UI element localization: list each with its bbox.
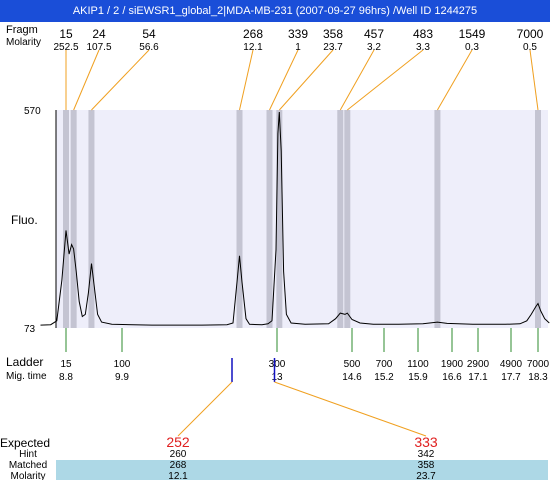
matched-value: 268	[170, 460, 187, 471]
molarity-bottom-row-label: Molarity	[10, 471, 45, 480]
plot-area: 570 73	[24, 106, 548, 335]
y-tick-label-min: 73	[24, 324, 36, 335]
peak-molarity-label: 56.6	[139, 42, 159, 53]
hint-value: 260	[170, 449, 187, 460]
ladder-mig-time-label: 15.9	[408, 372, 428, 383]
fluo-axis-label: Fluo.	[11, 213, 38, 227]
peak-leader-line	[436, 49, 473, 111]
peak-band	[337, 110, 344, 328]
peak-size-label: 483	[413, 27, 433, 41]
ladder-size-label: 1100	[407, 359, 429, 370]
matched-value: 358	[418, 460, 435, 471]
ladder-size-label: 1900	[441, 359, 464, 370]
peak-size-label: 457	[364, 27, 384, 41]
ladder-mig-time-label: 15.2	[374, 372, 394, 383]
peak-size-label: 24	[92, 27, 106, 41]
ladder-size-label: 15	[60, 359, 72, 370]
expected-leader-line	[177, 381, 233, 437]
chart-marks: 15252.524107.55456.626812.1339135823.745…	[9, 27, 550, 480]
peak-band	[63, 110, 69, 328]
ladder-size-label: 500	[344, 359, 361, 370]
peak-leader-line	[529, 49, 539, 111]
peak-size-label: 339	[288, 27, 308, 41]
peak-leader-line	[347, 49, 424, 111]
ladder-size-label: 100	[114, 359, 131, 370]
matched-molarity-value: 12.1	[168, 471, 188, 480]
ladder-mig-time-label: 13	[271, 372, 283, 383]
peak-band	[88, 110, 95, 328]
peak-size-label: 1549	[459, 27, 486, 41]
expected-size-label: 333	[414, 434, 438, 450]
ladder-size-label: 300	[269, 359, 286, 370]
ladder-mig-time-label: 9.9	[115, 372, 129, 383]
peak-band	[276, 110, 283, 328]
peak-size-label: 268	[243, 27, 263, 41]
y-tick-label-max: 570	[24, 106, 41, 117]
peak-band	[434, 110, 441, 328]
peak-molarity-label: 3.2	[367, 42, 381, 53]
expected-size-label: 252	[166, 434, 190, 450]
peak-leader-line	[91, 49, 150, 111]
ladder-size-label: 7000	[527, 359, 550, 370]
fragment-row-label: Fragm	[6, 24, 38, 36]
peak-molarity-label: 0.3	[465, 42, 479, 53]
peak-molarity-label: 3.3	[416, 42, 430, 53]
peak-size-label: 358	[323, 27, 343, 41]
peak-band	[535, 110, 541, 328]
matched-row-label: Matched	[9, 460, 47, 471]
ladder-mig-time-label: 16.6	[442, 372, 462, 383]
expected-leader-line	[274, 381, 427, 437]
ladder-mig-time-label: 17.7	[501, 372, 521, 383]
ladder-size-label: 700	[376, 359, 393, 370]
peak-size-label: 54	[142, 27, 156, 41]
window-title: AKIP1 / 2 / siEWSR1_global_2|MDA-MB-231 …	[0, 0, 550, 22]
ladder-size-label: 4900	[500, 359, 523, 370]
ladder-mig-time-label: 17.1	[468, 372, 488, 383]
peak-band	[236, 110, 243, 328]
ladder-mig-time-label: 14.6	[342, 372, 362, 383]
fluorescence-trace	[40, 111, 550, 326]
mig-time-row-label: Mig. time	[6, 371, 47, 382]
peak-molarity-label: 12.1	[243, 42, 263, 53]
peak-size-label: 15	[59, 27, 73, 41]
peak-size-label: 7000	[517, 27, 544, 41]
ladder-row-label: Ladder	[6, 355, 43, 369]
molarity-row-label: Molarity	[6, 37, 41, 48]
peak-molarity-label: 23.7	[323, 42, 343, 53]
peak-band	[70, 110, 77, 328]
plot-background	[56, 110, 548, 328]
matched-molarity-band	[56, 460, 548, 480]
ladder-size-label: 2900	[467, 359, 490, 370]
ladder-mig-time-label: 18.3	[528, 372, 548, 383]
peak-molarity-label: 0.5	[523, 42, 537, 53]
peak-band	[344, 110, 351, 328]
peak-molarity-label: 107.5	[86, 42, 111, 53]
peak-leader-line	[239, 49, 254, 111]
hint-value: 342	[418, 449, 435, 460]
peak-leader-line	[339, 49, 375, 111]
peak-leader-line	[269, 49, 299, 111]
expected-row-label: Expected	[0, 436, 50, 450]
peak-band	[266, 110, 273, 328]
hint-row-label: Hint	[19, 449, 37, 460]
ladder-mig-time-label: 8.8	[59, 372, 73, 383]
peak-molarity-label: 1	[295, 42, 301, 53]
peak-leader-line	[278, 49, 334, 111]
peak-leader-line	[73, 49, 100, 111]
peak-molarity-label: 252.5	[53, 42, 78, 53]
matched-molarity-value: 23.7	[416, 471, 436, 480]
